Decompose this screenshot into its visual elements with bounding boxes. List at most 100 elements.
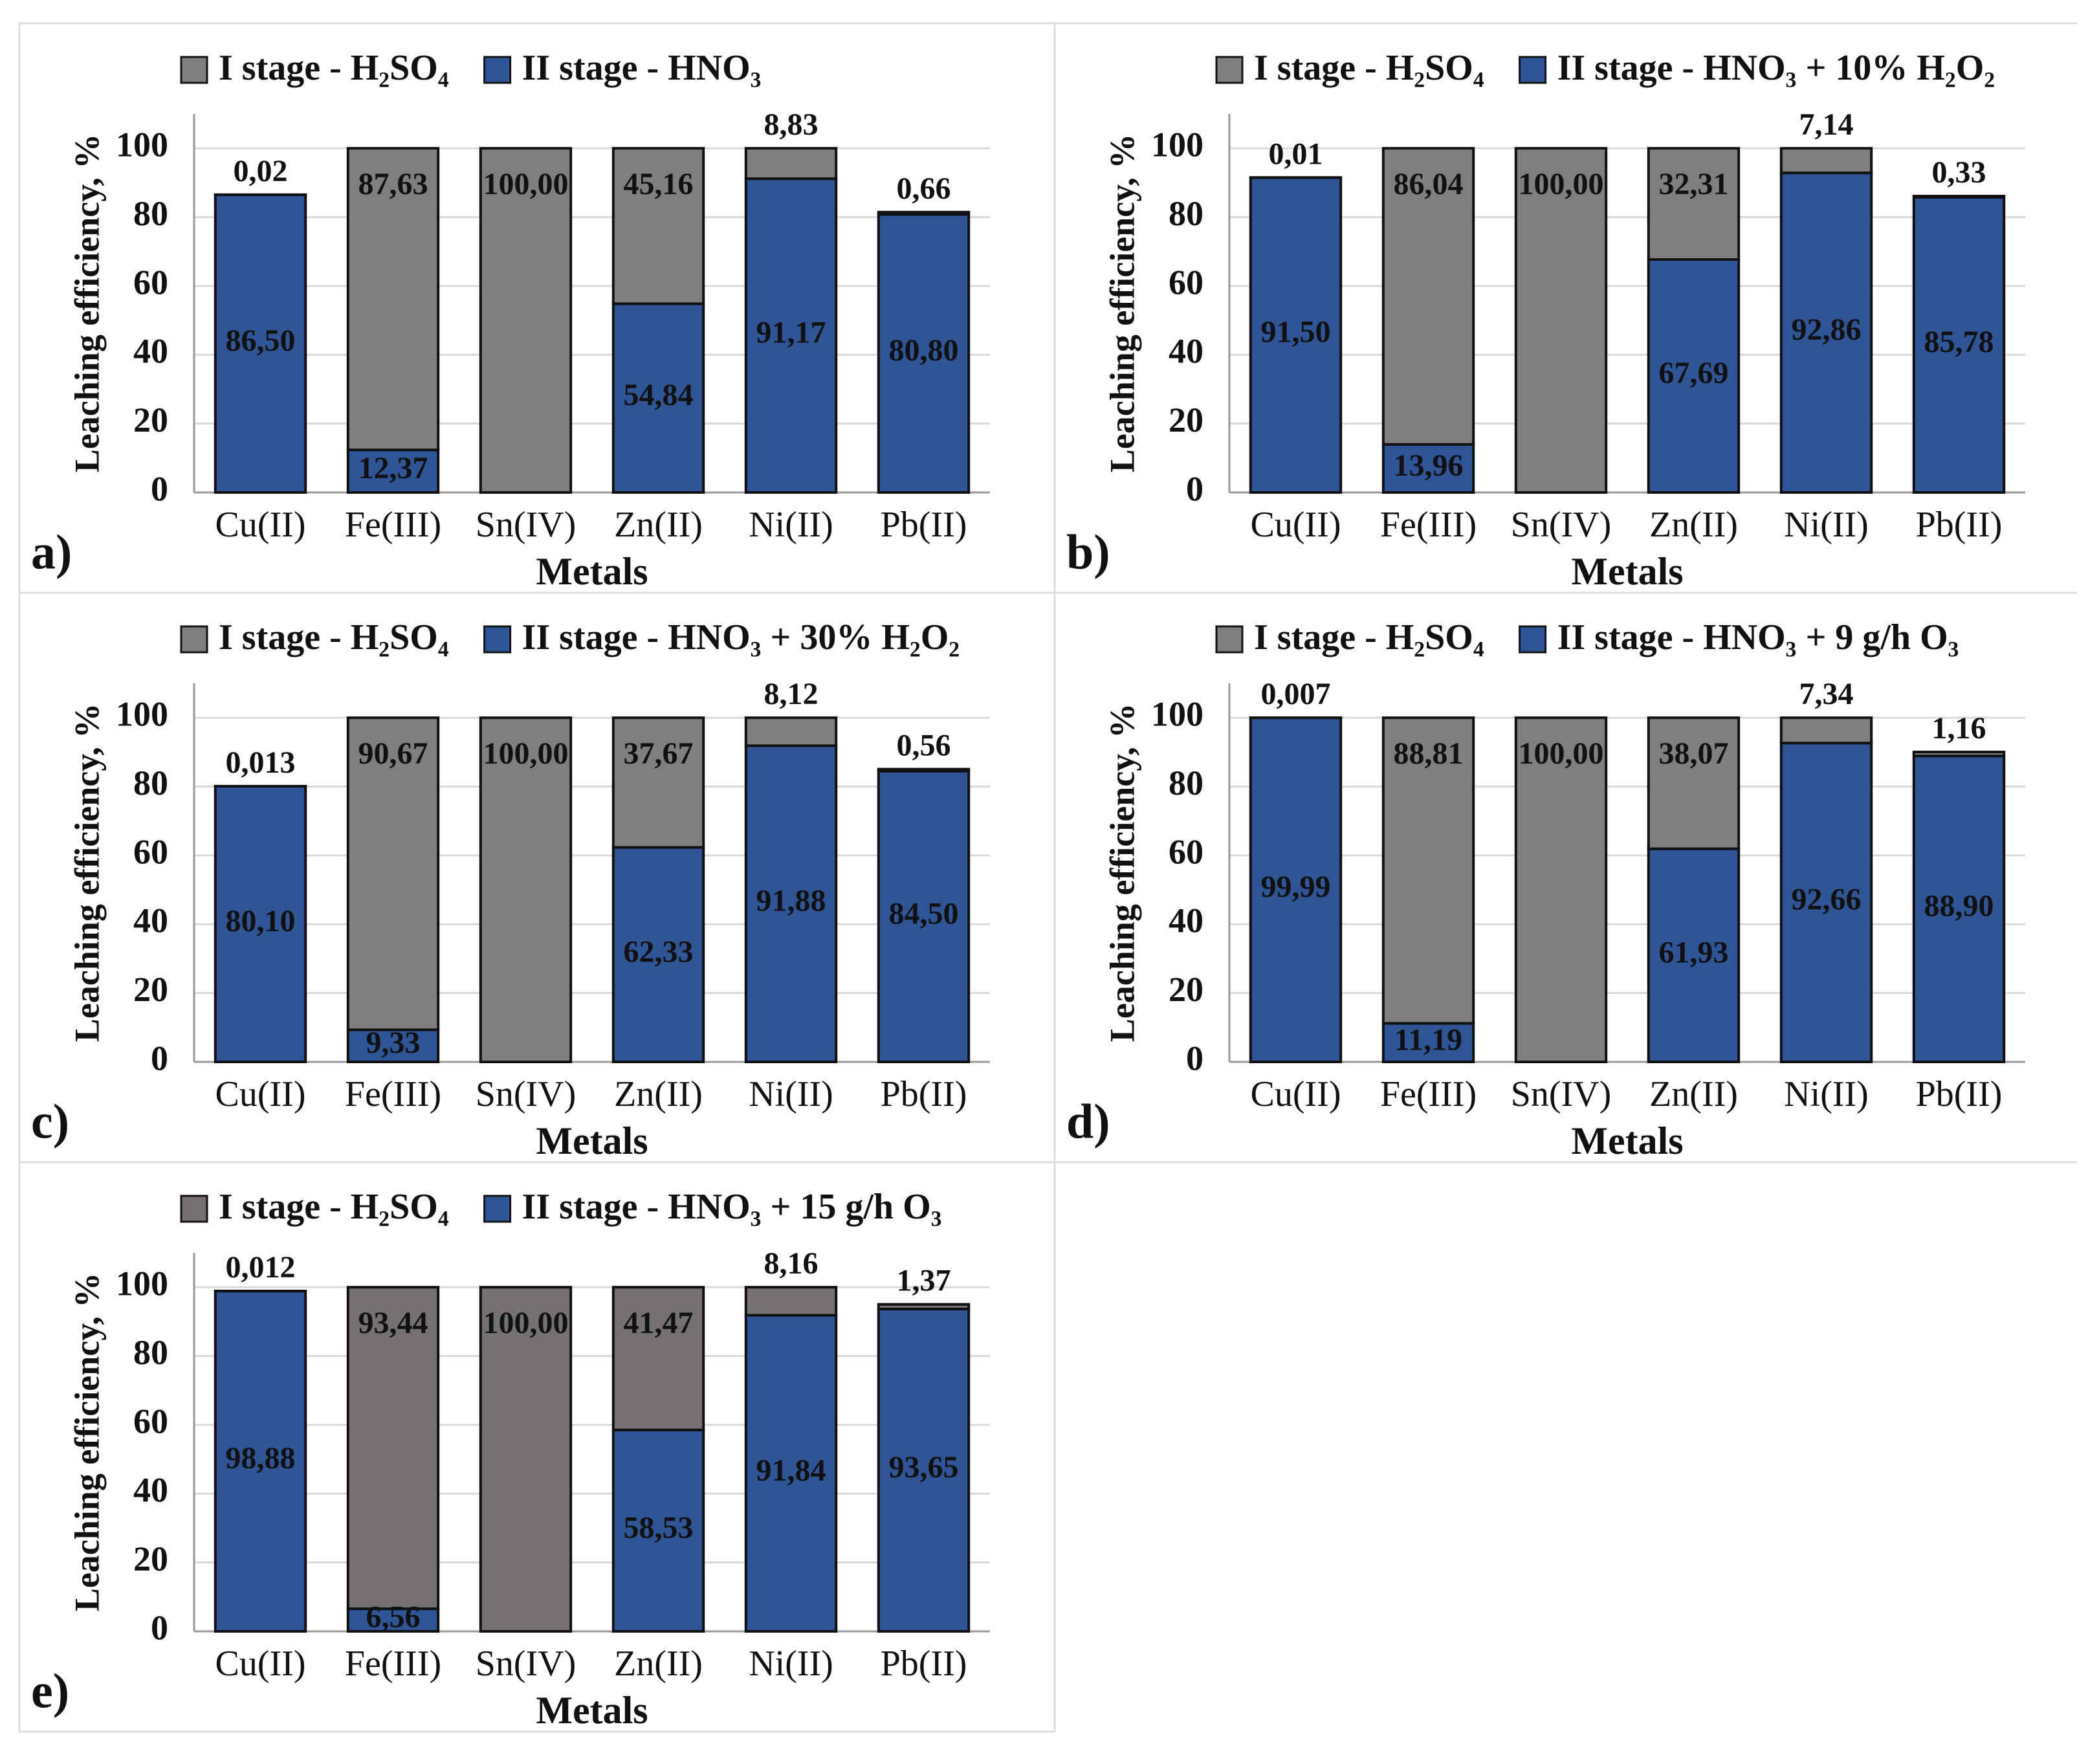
x-tick-label: Pb(II): [881, 505, 967, 545]
y-axis-label: Leaching efficiency, %: [67, 703, 106, 1042]
x-tick-label: Ni(II): [749, 505, 833, 545]
data-label: 99,99: [1261, 870, 1331, 904]
y-tick-label: 40: [133, 332, 168, 371]
bar-segment: [1381, 1022, 1475, 1064]
bar-segment: [1514, 147, 1608, 494]
data-label: 80,80: [889, 333, 959, 368]
y-tick-label: 60: [1169, 263, 1203, 302]
bar-segment: [877, 210, 971, 216]
y-tick-label: 100: [1151, 695, 1203, 734]
x-tick-label: Sn(IV): [1511, 1074, 1612, 1114]
panel-label: a): [31, 525, 72, 579]
legend-label: I stage - H₂SO₄: [1254, 48, 1484, 88]
data-label: 88,90: [1924, 889, 1994, 923]
bar-segment: [1647, 716, 1741, 850]
legend-label: II stage - HNO₃ + 15 g/h O₃: [522, 1187, 942, 1227]
bar-segment: [346, 716, 440, 1031]
data-label: 8,16: [764, 1246, 819, 1281]
x-tick-label: Fe(III): [345, 1074, 441, 1114]
chart-panel: 0 20 40 60 80 100 Cu(II) 91,50 0,01 Fe(III) 13,96 8…: [1053, 22, 2077, 594]
panel-border: [1053, 591, 2077, 1163]
data-label: 100,00: [1519, 167, 1604, 201]
y-tick-label: 80: [1169, 194, 1203, 233]
y-tick-label: 40: [1169, 332, 1203, 371]
panel-label: b): [1066, 525, 1110, 579]
data-label: 41,47: [624, 1306, 694, 1340]
data-label: 8,12: [764, 677, 819, 711]
bar-segment: [877, 767, 971, 773]
legend-label: II stage - HNO₃ + 10% H₂O₂: [1557, 48, 1995, 88]
legend-label: I stage - H₂SO₄: [1254, 617, 1484, 657]
y-tick-label: 100: [116, 126, 168, 164]
bar-segment: [611, 1286, 705, 1431]
data-label: 90,67: [358, 736, 428, 771]
y-tick-label: 100: [1151, 126, 1203, 164]
x-tick-label: Ni(II): [749, 1644, 833, 1684]
bar-segment: [611, 846, 705, 1063]
bar-segment: [346, 1286, 440, 1611]
legend-label: II stage - HNO₃ + 9 g/h O₃: [1557, 617, 1959, 657]
bar-segment: [1779, 147, 1873, 175]
x-tick-label: Sn(IV): [476, 1074, 577, 1114]
y-tick-label: 40: [133, 1471, 168, 1510]
bar-segment: [744, 1286, 838, 1317]
data-label: 11,19: [1394, 1022, 1462, 1057]
x-axis-label: Metals: [536, 1119, 648, 1162]
data-label: 0,012: [226, 1250, 296, 1284]
x-axis-label: Metals: [1571, 550, 1683, 593]
y-tick-label: 60: [133, 832, 168, 871]
legend-swatch: [483, 1195, 512, 1223]
bar-segment: [744, 716, 838, 747]
bar-segment: [744, 147, 838, 181]
data-label: 100,00: [483, 1306, 569, 1340]
legend-swatch: [180, 1195, 208, 1223]
x-tick-label: Fe(III): [345, 1644, 441, 1684]
data-label: 61,93: [1659, 935, 1729, 969]
legend-swatch: [180, 625, 208, 654]
data-label: 80,10: [226, 904, 296, 938]
bar-segment: [877, 769, 971, 1063]
bar-segment: [1514, 716, 1608, 1063]
y-tick-label: 80: [133, 194, 168, 233]
bar-segment: [877, 1303, 971, 1310]
bar-segment: [346, 1028, 440, 1063]
bar-segment: [1912, 755, 2006, 1064]
bar-segment: [1647, 147, 1741, 261]
y-tick-label: 20: [1169, 970, 1203, 1009]
data-label: 6,56: [366, 1600, 421, 1635]
x-tick-label: Zn(II): [1649, 505, 1738, 545]
chart-panel: 0 20 40 60 80 100 Cu(II) 86,50 0,02 Fe(III) 12,37 8…: [18, 22, 1056, 594]
x-axis-label: Metals: [536, 550, 648, 593]
x-tick-label: Fe(III): [345, 505, 441, 545]
data-label: 92,66: [1792, 883, 1862, 917]
data-label: 13,96: [1394, 448, 1464, 483]
y-tick-label: 60: [133, 1402, 168, 1440]
y-tick-label: 0: [151, 1039, 168, 1077]
y-axis-label: Leaching efficiency, %: [1103, 134, 1141, 472]
data-label: 0,013: [226, 745, 296, 780]
bar-segment: [1381, 147, 1475, 446]
bar-segment: [1912, 751, 2006, 758]
data-label: 0,007: [1261, 677, 1331, 711]
x-tick-label: Ni(II): [1784, 1074, 1869, 1114]
panel-label: d): [1066, 1094, 1110, 1149]
bar-segment: [744, 177, 838, 494]
chart-panel: 0 20 40 60 80 100 Cu(II) 99,99 0,007 Fe(III) 11,19…: [1053, 591, 2077, 1163]
legend-swatch: [483, 56, 512, 84]
x-tick-label: Cu(II): [215, 1644, 306, 1684]
x-tick-label: Sn(IV): [476, 1644, 577, 1684]
bar-segment: [346, 147, 440, 452]
bar-segment: [1779, 742, 1873, 1063]
bar-segment: [1779, 171, 1873, 494]
x-tick-label: Pb(II): [881, 1644, 967, 1684]
bar-segment: [1249, 176, 1343, 494]
x-tick-label: Cu(II): [215, 505, 306, 545]
x-tick-label: Pb(II): [881, 1074, 967, 1114]
data-label: 38,07: [1659, 736, 1729, 771]
y-tick-label: 80: [133, 1333, 168, 1372]
x-tick-label: Zn(II): [614, 505, 703, 545]
y-tick-label: 40: [133, 901, 168, 940]
y-tick-label: 20: [133, 1539, 168, 1578]
data-label: 0,02: [234, 154, 288, 188]
